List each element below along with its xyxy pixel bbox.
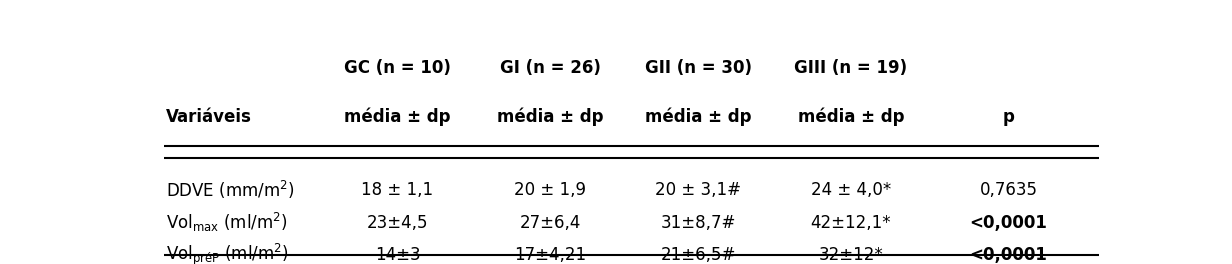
Text: média ± dp: média ± dp	[496, 108, 604, 126]
Text: GC (n = 10): GC (n = 10)	[344, 59, 451, 77]
Text: Vol$_{\rm préP}$ (ml/m$^2$): Vol$_{\rm préP}$ (ml/m$^2$)	[166, 242, 290, 264]
Text: Variáveis: Variáveis	[166, 108, 253, 126]
Text: Vol$_{\rm max}$ (ml/m$^2$): Vol$_{\rm max}$ (ml/m$^2$)	[166, 211, 288, 234]
Text: 27±6,4: 27±6,4	[520, 214, 582, 232]
Text: <0,0001: <0,0001	[970, 246, 1047, 264]
Text: 24 ± 4,0*: 24 ± 4,0*	[811, 181, 891, 199]
Text: média ± dp: média ± dp	[344, 108, 451, 126]
Text: média ± dp: média ± dp	[798, 108, 904, 126]
Text: 14±3: 14±3	[375, 246, 420, 264]
Text: 21±6,5#: 21±6,5#	[660, 246, 736, 264]
Text: p: p	[1003, 108, 1014, 126]
Text: 42±12,1*: 42±12,1*	[811, 214, 891, 232]
Text: DDVE (mm/m$^2$): DDVE (mm/m$^2$)	[166, 179, 294, 201]
Text: 23±4,5: 23±4,5	[367, 214, 429, 232]
Text: GIII (n = 19): GIII (n = 19)	[795, 59, 908, 77]
Text: GII (n = 30): GII (n = 30)	[644, 59, 752, 77]
Text: 17±4,21: 17±4,21	[514, 246, 586, 264]
Text: 18 ± 1,1: 18 ± 1,1	[361, 181, 434, 199]
Text: 32±12*: 32±12*	[818, 246, 883, 264]
Text: 0,7635: 0,7635	[979, 181, 1037, 199]
Text: média ± dp: média ± dp	[646, 108, 752, 126]
Text: 20 ± 3,1#: 20 ± 3,1#	[655, 181, 742, 199]
Text: 31±8,7#: 31±8,7#	[660, 214, 736, 232]
Text: GI (n = 26): GI (n = 26)	[500, 59, 601, 77]
Text: 20 ± 1,9: 20 ± 1,9	[514, 181, 586, 199]
Text: <0,0001: <0,0001	[970, 214, 1047, 232]
